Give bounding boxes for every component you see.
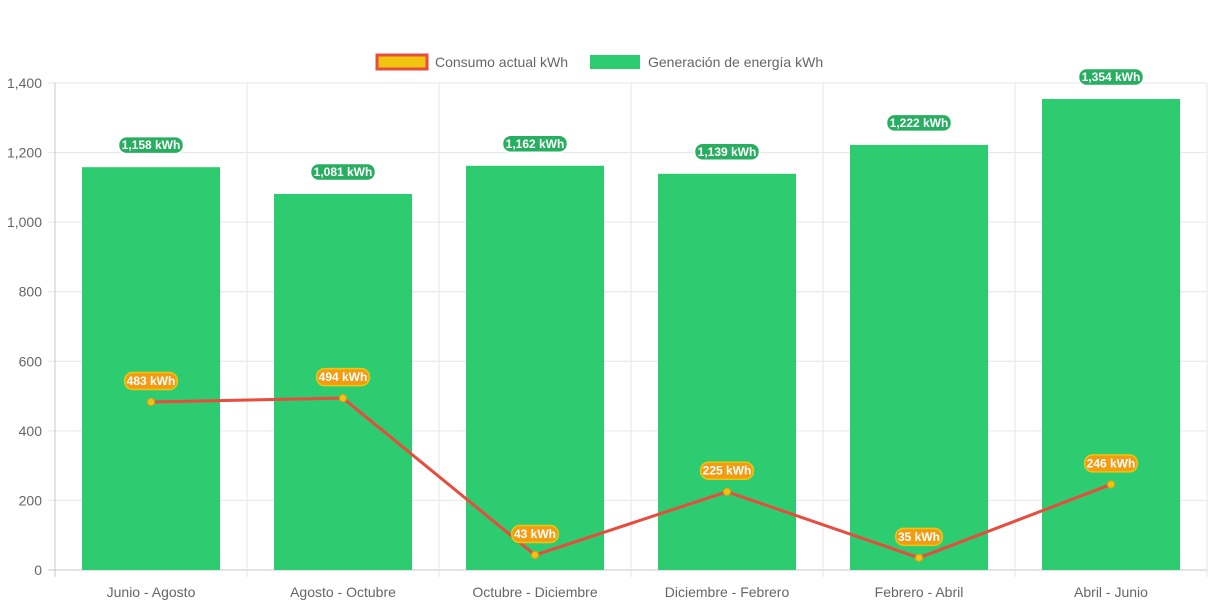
data-label: 43 kWh <box>510 524 560 544</box>
y-tick-label: 1,000 <box>7 214 42 230</box>
x-tick-label: Febrero - Abril <box>875 584 964 600</box>
data-label-bg <box>510 524 560 544</box>
data-label-bg <box>693 142 761 162</box>
bar[interactable] <box>82 167 220 570</box>
data-label: 1,222 kWh <box>885 113 953 133</box>
line-point[interactable] <box>915 553 923 562</box>
x-tick-label: Agosto - Octubre <box>290 584 396 600</box>
line-point[interactable] <box>339 394 347 403</box>
line-point[interactable] <box>1107 480 1115 489</box>
bar[interactable] <box>466 165 604 571</box>
data-label-text: 225 kWh <box>703 464 752 478</box>
bar[interactable] <box>1042 99 1180 570</box>
y-tick-label: 800 <box>19 284 43 300</box>
grid <box>48 82 1208 577</box>
bar-series <box>82 99 1180 571</box>
data-label-text: 1,139 kWh <box>698 145 757 159</box>
data-label: 483 kWh <box>123 371 179 391</box>
y-tick-label: 1,400 <box>7 75 42 91</box>
legend[interactable]: Consumo actual kWh Generación de energía … <box>375 53 823 71</box>
data-label-bg <box>885 113 953 133</box>
legend-label: Consumo actual kWh <box>435 54 568 70</box>
data-label: 1,354 kWh <box>1077 67 1145 87</box>
x-tick-label: Junio - Agosto <box>107 584 196 600</box>
data-label-text: 1,354 kWh <box>1082 70 1141 84</box>
data-label-bg <box>315 367 371 387</box>
data-label-text: 1,081 kWh <box>314 165 373 179</box>
data-label-bg <box>501 134 569 154</box>
legend-item[interactable]: Generación de energía kWh <box>590 54 823 70</box>
bar[interactable] <box>658 173 796 570</box>
data-label: 1,162 kWh <box>501 134 569 154</box>
x-tick-label: Diciembre - Febrero <box>665 584 790 600</box>
legend-label: Generación de energía kWh <box>648 54 823 70</box>
y-tick-label: 400 <box>19 423 43 439</box>
y-tick-label: 0 <box>34 562 42 578</box>
data-label-bg <box>117 135 185 155</box>
y-tick-label: 1,200 <box>7 145 42 161</box>
data-label-text: 43 kWh <box>514 527 556 541</box>
data-label: 1,081 kWh <box>309 162 377 182</box>
legend-swatch <box>375 53 429 71</box>
data-label-text: 1,162 kWh <box>506 137 565 151</box>
data-label-bg <box>309 162 377 182</box>
data-label-text: 35 kWh <box>898 530 940 544</box>
line-point[interactable] <box>531 551 539 560</box>
data-label-bg <box>894 527 944 547</box>
data-label: 1,139 kWh <box>693 142 761 162</box>
data-label: 246 kWh <box>1083 454 1139 473</box>
data-label-text: 494 kWh <box>319 370 368 384</box>
x-tick-label: Abril - Junio <box>1074 584 1148 600</box>
data-label-text: 1,222 kWh <box>890 116 949 130</box>
y-tick-label: 200 <box>19 492 43 508</box>
data-label-bg <box>123 371 179 391</box>
data-label-text: 483 kWh <box>127 374 176 388</box>
data-label-bg <box>699 461 755 480</box>
data-label: 494 kWh <box>315 367 371 387</box>
data-label: 225 kWh <box>699 461 755 480</box>
legend-swatch <box>590 55 640 69</box>
data-label-text: 1,158 kWh <box>122 138 181 152</box>
data-label: 1,158 kWh <box>117 135 185 155</box>
data-label: 35 kWh <box>894 527 944 547</box>
legend-item[interactable]: Consumo actual kWh <box>375 53 568 71</box>
line-series <box>147 394 1115 562</box>
x-tick-label: Octubre - Diciembre <box>472 584 597 600</box>
bar[interactable] <box>850 144 988 570</box>
axes: 0 200 400 600 800 1,000 1,200 1,400 Junio - Agos… <box>7 75 1148 600</box>
data-label-text: 246 kWh <box>1087 456 1136 470</box>
data-label-bg <box>1077 67 1145 87</box>
data-labels: 1,158 kWh 1,081 kWh 1,162 kWh 1,139 kWh 1,22… <box>117 67 1145 547</box>
data-label-bg <box>1083 454 1139 473</box>
line-point[interactable] <box>723 487 731 496</box>
series-line <box>150 396 1112 560</box>
line-point[interactable] <box>147 397 155 406</box>
y-tick-label: 600 <box>19 353 43 369</box>
